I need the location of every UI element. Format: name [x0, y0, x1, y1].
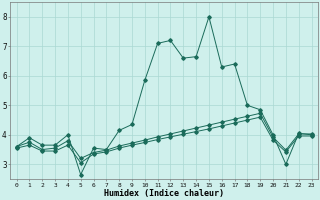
X-axis label: Humidex (Indice chaleur): Humidex (Indice chaleur) [104, 189, 224, 198]
